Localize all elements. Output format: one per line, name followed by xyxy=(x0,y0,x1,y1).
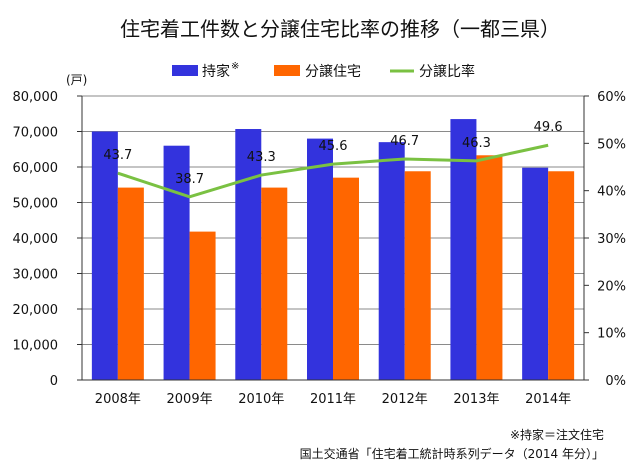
x-tick-label: 2014年 xyxy=(525,392,571,407)
legend-note-mark: ※ xyxy=(231,61,239,72)
y-tick-label: 30,000 xyxy=(13,268,59,283)
legend-label-mochiie: 持家 xyxy=(202,63,230,80)
y-tick-label: 80,000 xyxy=(13,90,59,105)
bar-bunjo xyxy=(548,171,575,380)
bar-bunjo xyxy=(189,231,216,380)
y2-tick-label: 50% xyxy=(597,137,626,152)
bar-bunjo xyxy=(117,187,144,380)
bar-bunjo xyxy=(333,177,359,380)
y-tick-label: 60,000 xyxy=(13,161,59,176)
y2-tick-label: 30% xyxy=(597,232,626,247)
ratio-data-label: 49.6 xyxy=(534,120,563,135)
x-tick-label: 2012年 xyxy=(382,392,428,407)
ratio-data-label: 45.6 xyxy=(319,139,348,154)
x-tick-label: 2011年 xyxy=(310,392,356,407)
bar-mochiie xyxy=(163,145,190,380)
y2-tick-label: 0% xyxy=(605,374,626,389)
y2-tick-label: 60% xyxy=(597,90,626,105)
bar-bunjo xyxy=(261,187,288,380)
y-tick-label: 70,000 xyxy=(13,126,59,141)
bar-mochiie xyxy=(450,119,477,380)
ratio-data-label: 43.3 xyxy=(247,150,276,165)
bar-mochiie xyxy=(522,167,549,380)
legend-label-ratio: 分譲比率 xyxy=(419,63,475,80)
footnote: ※持家＝注文住宅 xyxy=(509,428,604,442)
bar-mochiie xyxy=(378,142,405,380)
ratio-data-label: 46.3 xyxy=(462,136,491,151)
bar-series xyxy=(91,119,575,380)
ratio-data-label: 38.7 xyxy=(175,172,204,187)
y2-tick-label: 20% xyxy=(597,279,626,294)
x-tick-label: 2010年 xyxy=(238,392,284,407)
legend-swatch-mochiie xyxy=(172,65,198,76)
bar-mochiie xyxy=(307,138,333,380)
chart-title: 住宅着工件数と分譲住宅比率の推移（一都三県） xyxy=(120,17,560,41)
ratio-data-label: 46.7 xyxy=(390,134,419,149)
ratio-line-series: 43.7 38.7 43.3 45.6 46.7 46.3 49.6 xyxy=(103,120,563,199)
ratio-data-label: 43.7 xyxy=(103,148,132,163)
y-tick-label: 0 xyxy=(50,374,58,389)
y-axis-unit: (戸) xyxy=(66,73,87,87)
bar-bunjo xyxy=(476,155,503,380)
bar-mochiie xyxy=(235,129,262,380)
legend-swatch-bunjo xyxy=(274,65,300,76)
ratio-line xyxy=(117,143,549,199)
tick-labels: 0 10,000 20,000 30,000 40,000 50,000 60,000 70,… xyxy=(13,90,627,407)
source-note: 国土交通省「住宅着工統計時系列データ（2014 年分）」 xyxy=(299,447,604,461)
y2-tick-label: 10% xyxy=(597,327,626,342)
bar-mochiie xyxy=(91,131,118,380)
legend-label-bunjo: 分譲住宅 xyxy=(305,64,361,80)
x-tick-label: 2009年 xyxy=(167,392,213,407)
y2-tick-label: 40% xyxy=(597,185,626,200)
bar-bunjo xyxy=(404,171,431,380)
axes xyxy=(77,95,589,381)
y-tick-label: 50,000 xyxy=(13,197,59,212)
x-tick-label: 2013年 xyxy=(453,392,499,407)
x-tick-label: 2008年 xyxy=(95,392,141,407)
legend: 持家 ※ 分譲住宅 分譲比率 xyxy=(172,61,475,80)
y-tick-label: 40,000 xyxy=(13,232,59,247)
y-tick-label: 10,000 xyxy=(13,339,59,354)
y-tick-label: 20,000 xyxy=(13,303,59,318)
